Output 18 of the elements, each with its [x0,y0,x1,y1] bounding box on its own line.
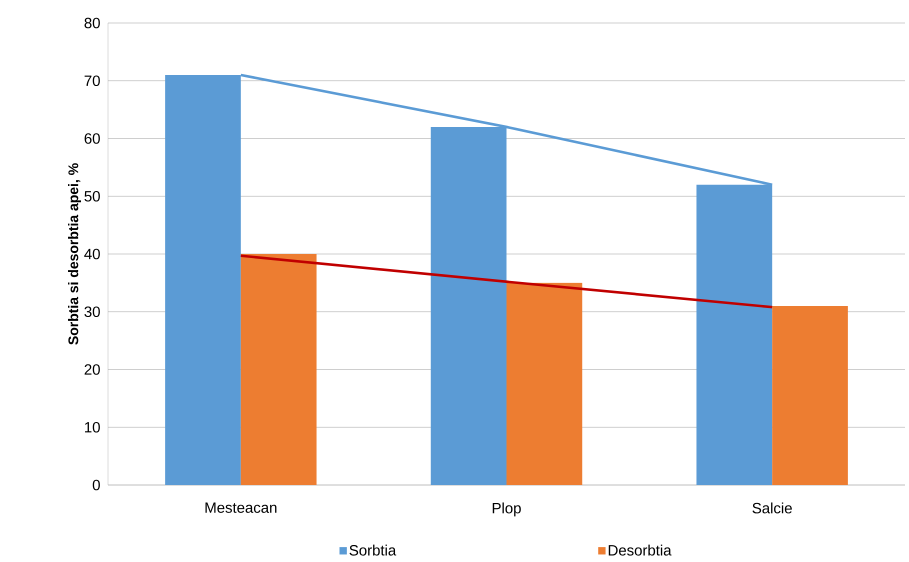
y-tick-label: 20 [84,364,100,375]
y-tick-label: 70 [84,75,100,86]
bar [772,306,848,485]
x-tick-label: Plop [492,502,521,516]
y-tick-label: 10 [85,422,100,433]
legend-label: Sorbtia [350,544,396,556]
bar [240,254,317,485]
x-tick-label: Mesteacan [206,502,276,513]
y-tick-label: 40 [84,248,100,260]
legend-label: Desorbtia [608,544,672,556]
bar [506,282,582,485]
y-tick-label: 0 [92,480,100,490]
y-tick-label: 50 [84,190,100,202]
y-tick-label: 30 [84,306,100,318]
y-tick-label: 60 [84,133,100,144]
y-axis-title: Sorbtia si desorbtia apei, % [68,163,82,345]
x-tick-label: Salcie [752,502,792,514]
y-tick-label: 80 [84,18,100,28]
